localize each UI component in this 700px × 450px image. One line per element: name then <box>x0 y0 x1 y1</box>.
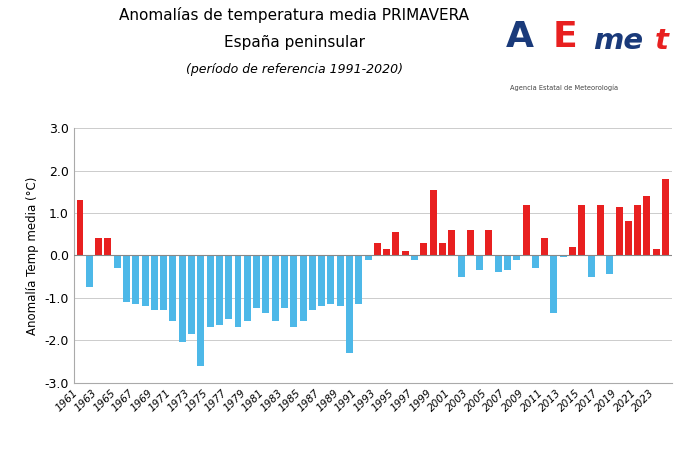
Bar <box>141 256 148 306</box>
Bar <box>76 200 83 256</box>
Bar <box>476 256 483 270</box>
Text: Anomalías de temperatura media PRIMAVERA: Anomalías de temperatura media PRIMAVERA <box>119 7 469 23</box>
Bar <box>402 251 409 256</box>
Bar <box>356 256 363 304</box>
Bar <box>318 256 325 306</box>
Bar <box>206 256 214 328</box>
Bar <box>439 243 446 256</box>
Bar <box>523 204 530 256</box>
Bar <box>541 238 548 256</box>
Bar <box>383 249 390 256</box>
Text: España peninsular: España peninsular <box>223 35 365 50</box>
Bar <box>216 256 223 325</box>
Text: me: me <box>594 27 643 55</box>
Bar <box>578 204 585 256</box>
Bar <box>86 256 93 287</box>
Bar <box>244 256 251 321</box>
Bar <box>606 256 613 274</box>
Bar <box>550 256 557 313</box>
Text: A: A <box>506 20 534 54</box>
Bar <box>374 243 381 256</box>
Bar <box>467 230 474 256</box>
Bar <box>178 256 186 342</box>
Bar <box>197 256 204 365</box>
Text: Agencia Estatal de Meteorología: Agencia Estatal de Meteorología <box>510 84 618 91</box>
Bar <box>560 256 567 257</box>
Bar <box>290 256 298 328</box>
Bar <box>504 256 511 270</box>
Bar <box>597 204 604 256</box>
Bar <box>113 256 120 268</box>
Bar <box>346 256 353 353</box>
Bar <box>513 256 520 260</box>
Bar <box>262 256 270 313</box>
Bar <box>485 230 492 256</box>
Bar <box>337 256 344 306</box>
Text: t: t <box>654 27 668 55</box>
Bar <box>95 238 102 256</box>
Text: (período de referencia 1991-2020): (período de referencia 1991-2020) <box>186 63 402 76</box>
Bar <box>309 256 316 310</box>
Bar <box>160 256 167 310</box>
Bar <box>411 256 418 260</box>
Bar <box>281 256 288 308</box>
Bar <box>421 243 427 256</box>
Bar <box>448 230 455 256</box>
Bar <box>430 190 437 256</box>
Bar <box>588 256 594 277</box>
Bar <box>300 256 307 321</box>
Bar <box>104 238 111 256</box>
Bar <box>662 179 669 256</box>
Bar <box>625 221 632 256</box>
Bar <box>365 256 372 260</box>
Bar <box>188 256 195 334</box>
Bar <box>393 232 400 256</box>
Y-axis label: Anomalía Temp media (°C): Anomalía Temp media (°C) <box>26 176 38 334</box>
Bar <box>123 256 130 302</box>
Bar <box>272 256 279 321</box>
Bar <box>132 256 139 304</box>
Bar <box>652 249 659 256</box>
Bar <box>458 256 465 277</box>
Bar <box>328 256 335 304</box>
Text: E: E <box>552 20 578 54</box>
Bar <box>495 256 502 272</box>
Bar <box>569 247 576 256</box>
Bar <box>615 207 622 256</box>
Bar <box>532 256 539 268</box>
Bar <box>151 256 158 310</box>
Bar <box>225 256 232 319</box>
Bar <box>234 256 241 328</box>
Bar <box>169 256 176 321</box>
Bar <box>634 204 641 256</box>
Bar <box>643 196 650 256</box>
Bar <box>253 256 260 308</box>
